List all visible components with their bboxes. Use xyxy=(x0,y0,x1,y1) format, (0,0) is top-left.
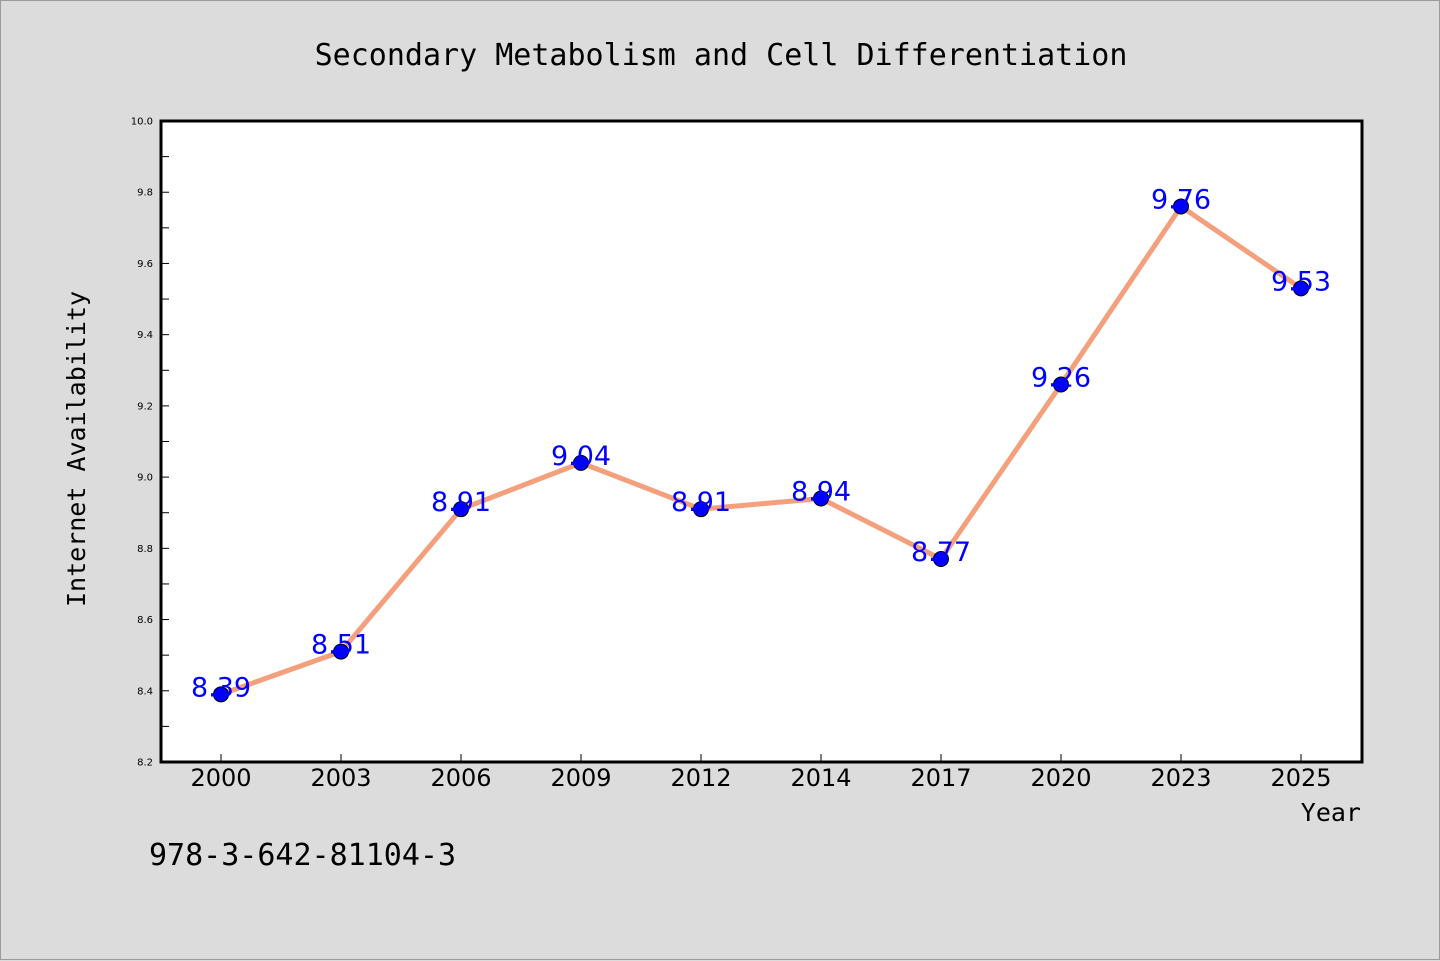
x-tick-label: 2020 xyxy=(1030,764,1091,792)
figure-code: 978-3-642-81104-3 xyxy=(149,838,456,873)
data-point xyxy=(933,551,949,568)
x-tick-label: 2012 xyxy=(670,764,731,792)
data-labels: 8.39 8.51 8.91 9.04 8.91 8.94 8.77 9.26 9.76 9.53 xyxy=(191,184,1331,703)
y-axis-label: Internet Availability xyxy=(62,291,91,607)
y-tick-label: 9.8 xyxy=(137,188,153,199)
data-label: 9.26 xyxy=(1031,363,1091,394)
data-point xyxy=(573,454,589,471)
x-tick-label: 2017 xyxy=(910,764,971,792)
y-tick-label: 8.6 xyxy=(137,615,153,626)
series-line xyxy=(220,203,1303,697)
data-label: 9.04 xyxy=(551,441,611,472)
data-point xyxy=(453,501,469,518)
x-tick-label: 2000 xyxy=(190,764,251,792)
data-label: 9.53 xyxy=(1271,266,1331,297)
y-tick-label: 9.0 xyxy=(137,473,153,484)
data-point xyxy=(1053,376,1069,393)
data-points xyxy=(213,198,1309,703)
x-tick-label: 2023 xyxy=(1150,764,1211,792)
data-label: 8.51 xyxy=(311,630,371,661)
data-label: 8.77 xyxy=(911,537,971,568)
x-tick-label: 2025 xyxy=(1270,764,1331,792)
x-tick-label: 2014 xyxy=(790,764,851,792)
y-tick-label: 10.0 xyxy=(131,117,153,128)
data-point xyxy=(333,643,349,660)
data-point xyxy=(1173,198,1189,215)
data-point xyxy=(1293,280,1309,297)
data-label: 8.91 xyxy=(671,487,731,518)
y-tick-label: 8.8 xyxy=(137,544,153,555)
data-point xyxy=(813,490,829,507)
data-label: 8.91 xyxy=(431,487,491,518)
x-tick-label: 2009 xyxy=(550,764,611,792)
y-tick-label: 9.4 xyxy=(137,330,153,341)
y-tick-label: 8.2 xyxy=(137,758,153,769)
data-point xyxy=(213,686,229,703)
data-label: 8.39 xyxy=(191,672,251,703)
x-tick-label: 2003 xyxy=(310,764,371,792)
data-point xyxy=(693,501,709,518)
x-axis: 2000 2003 2006 2009 2012 2014 2017 2020 2023 2025 xyxy=(190,754,1332,792)
plot-area xyxy=(161,121,1362,762)
plot-frame xyxy=(159,119,1364,764)
x-axis-label: Year xyxy=(1301,798,1361,827)
y-tick-label: 9.2 xyxy=(137,401,153,412)
y-axis: 8.2 8.4 8.6 8.8 9.0 9.2 9.4 9.6 9.8 10.0 xyxy=(131,117,169,769)
chart-title: Secondary Metabolism and Cell Differenti… xyxy=(315,38,1128,73)
y-tick-label: 9.6 xyxy=(137,259,153,270)
x-tick-label: 2006 xyxy=(430,764,491,792)
data-label: 8.94 xyxy=(791,476,851,507)
data-label: 9.76 xyxy=(1151,184,1211,215)
y-tick-label: 8.4 xyxy=(137,686,153,697)
